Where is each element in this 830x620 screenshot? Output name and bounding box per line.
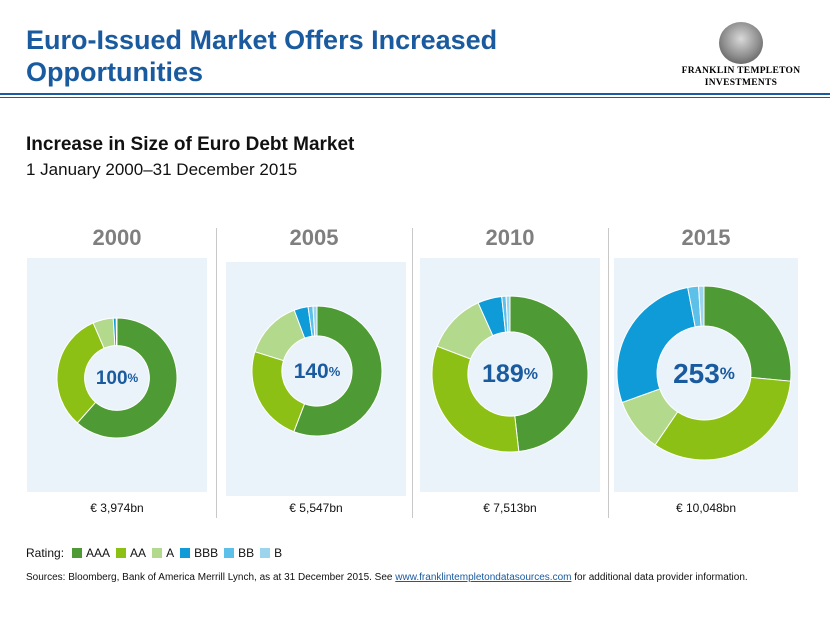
- page-title: Euro-Issued Market Offers Increased Oppo…: [26, 25, 498, 87]
- portrait-seal-icon: [719, 22, 763, 64]
- growth-label: 253%: [673, 358, 735, 389]
- source-prefix: Sources: Bloomberg, Bank of America Merr…: [26, 572, 396, 583]
- panel-year-2000: 2000: [92, 225, 142, 250]
- legend-swatch-a: [152, 548, 163, 558]
- donut-chart-2005: 140%: [251, 305, 383, 437]
- donut-slice-aaa: [293, 305, 383, 437]
- growth-value: 100: [96, 368, 128, 389]
- legend-item-bb: BB: [224, 546, 254, 560]
- chart-title: Increase in Size of Euro Debt Market: [26, 134, 355, 155]
- legend-swatch-bb: [224, 548, 235, 558]
- growth-percent-sign: %: [329, 364, 341, 379]
- source-suffix: for additional data provider information…: [571, 572, 748, 583]
- source-note: Sources: Bloomberg, Bank of America Merr…: [26, 572, 748, 583]
- growth-label: 189%: [482, 360, 538, 388]
- panel-total-2005: € 5,547bn: [289, 501, 343, 515]
- donut-slice-aa: [56, 322, 105, 424]
- panel-total-2000: € 3,974bn: [90, 501, 144, 515]
- panel-total-2015: € 10,048bn: [675, 501, 737, 515]
- franklin-templeton-logo: FRANKLIN TEMPLETON INVESTMENTS: [676, 22, 806, 92]
- panel-divider: [608, 228, 609, 518]
- growth-value: 253: [673, 358, 720, 389]
- donut-slice-b: [698, 285, 705, 327]
- chart-subtitle: 1 January 2000–31 December 2015: [26, 160, 298, 179]
- panel-total-2010: € 7,513bn: [483, 501, 537, 515]
- donut-slice-aa: [431, 345, 520, 453]
- panel-year-2010: 2010: [485, 225, 535, 250]
- legend-item-label: AA: [130, 546, 147, 560]
- donut-slice-aa: [654, 376, 792, 461]
- legend-label: Rating:: [26, 546, 65, 560]
- legend-swatch-bbb: [180, 548, 191, 558]
- legend-item-label: BBB: [194, 546, 219, 560]
- legend-item-b: B: [260, 546, 282, 560]
- legend-item-label: B: [274, 546, 283, 560]
- legend-item-bbb: BBB: [180, 546, 218, 560]
- growth-label: 100%: [96, 368, 139, 389]
- logo-text-line1: FRANKLIN TEMPLETON: [681, 66, 801, 76]
- donut-slice-bbb: [616, 286, 696, 404]
- legend-item-aaa: AAA: [72, 546, 110, 560]
- logo-text-line2: INVESTMENTS: [704, 78, 778, 88]
- growth-value: 140: [294, 360, 329, 383]
- growth-percent-sign: %: [524, 366, 538, 383]
- legend-swatch-aa: [116, 548, 127, 558]
- panel-divider: [412, 228, 413, 518]
- donut-slice-aaa: [509, 295, 589, 453]
- legend-item-label: A: [166, 546, 175, 560]
- legend-item-aa: AA: [116, 546, 146, 560]
- donut-slice-aaa: [76, 317, 178, 439]
- donut-slice-b: [505, 295, 511, 333]
- header-rule-thin: [0, 97, 830, 98]
- donut-chart-2000: 100%: [56, 317, 178, 439]
- data-sources-link[interactable]: www.franklintempletondatasources.com: [395, 572, 572, 583]
- donut-chart-2010: 189%: [431, 295, 589, 453]
- legend-item-a: A: [152, 546, 174, 560]
- growth-value: 189: [482, 360, 524, 388]
- panel-year-2005: 2005: [289, 225, 339, 250]
- header-rule: [0, 93, 830, 95]
- legend: Rating: AAA AA A BBB BB B: [26, 544, 288, 562]
- donut-slice-b: [312, 305, 318, 337]
- growth-percent-sign: %: [720, 364, 735, 383]
- donut-slice-aaa: [703, 285, 792, 382]
- legend-swatch-aaa: [72, 548, 83, 558]
- legend-item-label: BB: [238, 546, 255, 560]
- growth-percent-sign: %: [128, 371, 139, 385]
- legend-item-label: AAA: [86, 546, 111, 560]
- donut-chart-2015: 253%: [616, 285, 792, 461]
- panel-year-2015: 2015: [681, 225, 731, 250]
- legend-swatch-b: [260, 548, 271, 558]
- panel-divider: [216, 228, 217, 518]
- growth-label: 140%: [294, 360, 341, 383]
